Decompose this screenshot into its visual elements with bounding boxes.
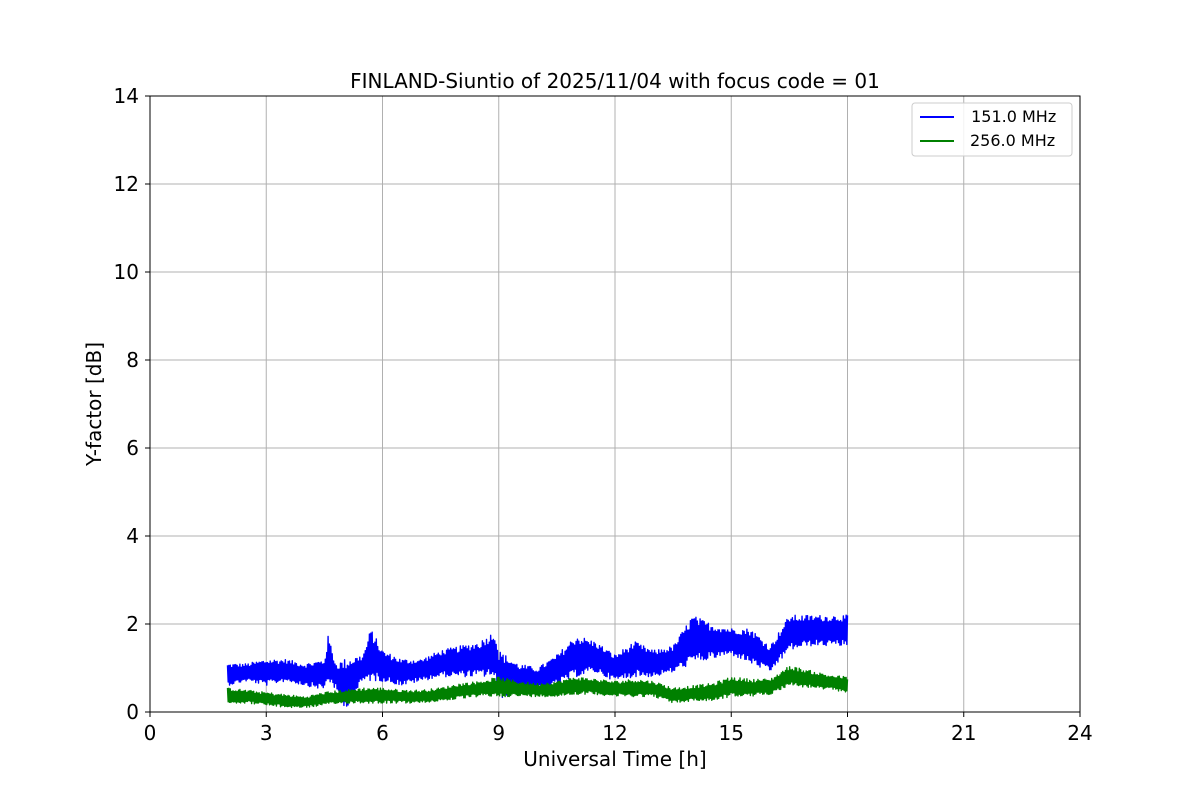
x-tick-label: 6 — [376, 721, 389, 745]
x-tick-label: 21 — [951, 721, 976, 745]
y-tick-label: 6 — [126, 436, 139, 460]
y-tick-label: 8 — [126, 348, 139, 372]
x-axis-label: Universal Time [h] — [523, 747, 706, 771]
series-layer — [226, 614, 849, 709]
series-line-1 — [226, 666, 849, 709]
x-tick-label: 3 — [260, 721, 273, 745]
y-tick-label: 12 — [114, 172, 139, 196]
y-tick-label: 14 — [114, 84, 139, 108]
y-axis-label: Y-factor [dB] — [82, 342, 106, 467]
y-tick-label: 4 — [126, 524, 139, 548]
x-tick-label: 15 — [719, 721, 744, 745]
x-tick-label: 9 — [492, 721, 505, 745]
y-tick-label: 10 — [114, 260, 139, 284]
chart-title: FINLAND-Siuntio of 2025/11/04 with focus… — [350, 69, 880, 93]
x-tick-label: 24 — [1067, 721, 1092, 745]
legend: 151.0 MHz 256.0 MHz — [911, 102, 1073, 157]
y-tick-label: 2 — [126, 612, 139, 636]
grid-layer — [149, 95, 1081, 713]
legend-label-151-mhz: 151.0 MHz — [966, 107, 1056, 126]
series-line-0 — [226, 614, 849, 707]
x-tick-label: 12 — [602, 721, 627, 745]
y-tick-label: 0 — [126, 700, 139, 724]
x-tick-label: 0 — [144, 721, 157, 745]
legend-label-256-mhz: 256.0 MHz — [970, 131, 1055, 150]
x-tick-label: 18 — [835, 721, 860, 745]
